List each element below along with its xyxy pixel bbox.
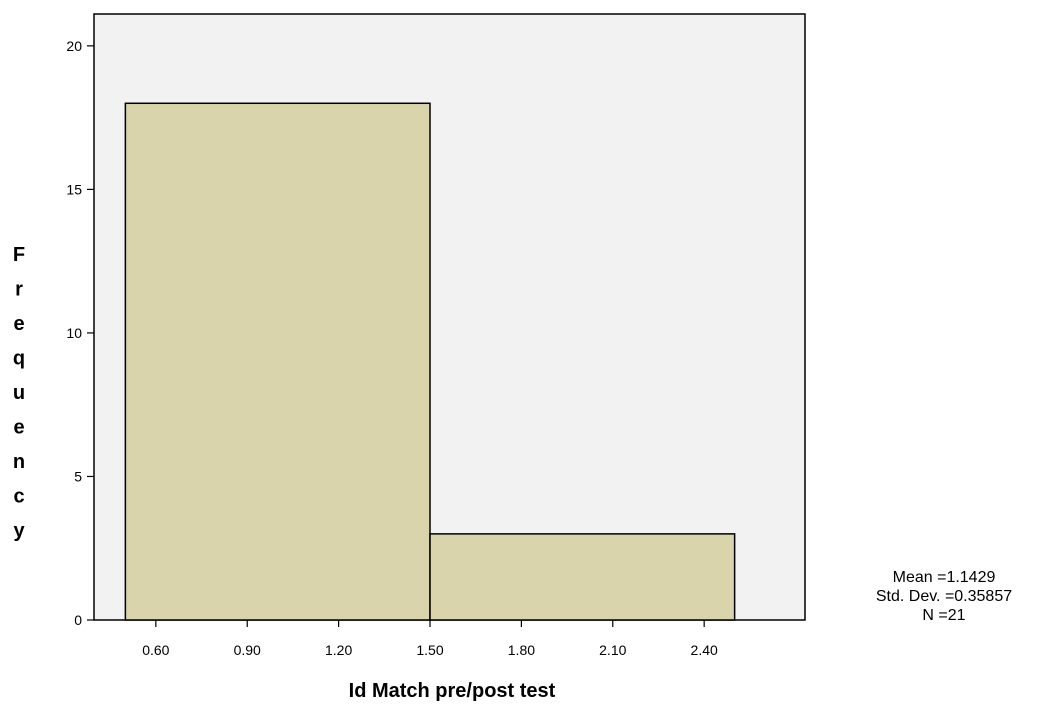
stats-n: N =21: [922, 607, 965, 624]
y-axis: 0 5 10 15 20: [66, 38, 94, 628]
x-tick-label: 1.80: [508, 642, 535, 658]
stats-std-dev: Std. Dev. =0.35857: [876, 588, 1012, 605]
y-tick-label: 5: [74, 468, 82, 484]
bars-group: [124, 102, 736, 621]
y-axis-title-char: r: [15, 279, 23, 301]
y-tick-label: 15: [66, 181, 82, 197]
x-axis-title: Id Match pre/post test: [349, 680, 556, 702]
y-axis-title-char: n: [13, 451, 25, 473]
x-tick-label: 0.60: [142, 642, 169, 658]
histogram-bar-1: [124, 102, 431, 621]
histogram-bar-2: [429, 533, 736, 621]
x-tick-label: 0.90: [234, 642, 261, 658]
y-axis-title-char: y: [13, 520, 25, 542]
x-axis: 0.60 0.90 1.20 1.50 1.80 2.10 2.40: [142, 620, 718, 658]
stats-mean: Mean =1.1429: [893, 569, 996, 586]
y-axis-title-char: e: [13, 313, 24, 335]
y-tick-label: 10: [66, 325, 82, 341]
stats-box: Mean =1.1429 Std. Dev. =0.35857 N =21: [876, 569, 1012, 624]
y-axis-title-char: e: [13, 417, 24, 439]
y-tick-label: 0: [74, 612, 82, 628]
y-axis-title-char: F: [13, 244, 25, 266]
y-axis-title-char: c: [13, 486, 24, 508]
x-tick-label: 1.50: [416, 642, 443, 658]
y-tick-label: 20: [66, 38, 82, 54]
x-tick-label: 2.40: [691, 642, 718, 658]
x-tick-label: 2.10: [599, 642, 626, 658]
y-axis-title-char: q: [13, 348, 25, 370]
y-axis-title-char: u: [13, 382, 25, 404]
x-tick-label: 1.20: [325, 642, 352, 658]
